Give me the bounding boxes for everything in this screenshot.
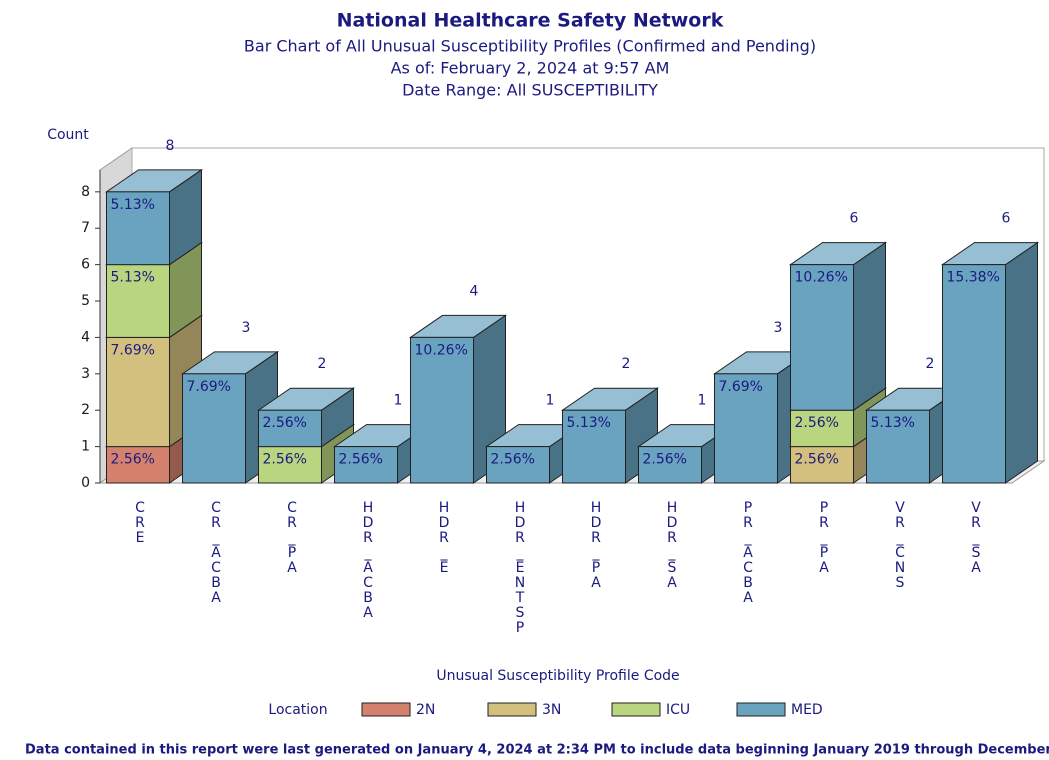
- x-tick-label: H D R _ E: [439, 500, 450, 576]
- value-label: 2.56%: [263, 452, 307, 468]
- bar: [258, 409, 322, 448]
- value-label: 2.56%: [795, 452, 839, 468]
- y-tick-label: 6: [81, 257, 90, 273]
- value-label: 15.38%: [947, 270, 1000, 286]
- bar: [790, 446, 854, 484]
- value-label: 2.56%: [263, 415, 307, 431]
- total-label: 6: [850, 211, 859, 227]
- x-tick-label: C R _ P A: [287, 500, 297, 576]
- bar: [182, 373, 246, 484]
- value-label: 5.13%: [111, 270, 155, 286]
- bar: [106, 336, 170, 448]
- value-label: 7.69%: [187, 379, 231, 395]
- bar: [410, 336, 474, 484]
- total-label: 2: [926, 356, 935, 372]
- bar: [866, 409, 930, 484]
- subtitle: Bar Chart of All Unusual Susceptibility …: [244, 37, 816, 56]
- bar: [486, 446, 550, 484]
- legend-label: 2N: [416, 702, 435, 718]
- footer: Data contained in this report were last …: [25, 743, 1049, 758]
- subtitle: Date Range: All SUSCEPTIBILITY: [402, 81, 658, 100]
- x-tick-label: H D R _ E N T S P: [515, 500, 526, 636]
- y-axis-label: Count: [47, 127, 89, 143]
- x-tick-label: P R _ P A: [819, 500, 829, 576]
- bar: [942, 264, 1006, 484]
- x-tick-label: P R _ A C B A: [743, 500, 753, 606]
- total-label: 6: [1002, 211, 1011, 227]
- total-label: 3: [242, 320, 251, 336]
- bar: [106, 446, 170, 484]
- legend-swatch: [361, 702, 411, 717]
- y-tick-label: 0: [81, 475, 90, 491]
- y-tick-label: 8: [81, 184, 90, 200]
- x-tick-label: V R _ S A: [971, 500, 981, 576]
- total-label: 2: [318, 356, 327, 372]
- bar: [714, 373, 778, 484]
- value-label: 2.56%: [643, 452, 687, 468]
- subtitle: As of: February 2, 2024 at 9:57 AM: [391, 59, 670, 78]
- bar: [334, 446, 398, 484]
- total-label: 1: [546, 393, 555, 409]
- legend-label: 3N: [542, 702, 561, 718]
- y-tick-label: 4: [81, 329, 90, 345]
- x-tick-label: V R _ C N S: [895, 500, 905, 591]
- chart-title: National Healthcare Safety Network: [337, 10, 724, 32]
- x-tick-label: H D R _ P A: [591, 500, 602, 591]
- total-label: 1: [698, 393, 707, 409]
- x-tick-label: H D R _ S A: [667, 500, 678, 591]
- value-label: 5.13%: [567, 415, 611, 431]
- bar: [106, 191, 170, 266]
- total-label: 3: [774, 320, 783, 336]
- value-label: 7.69%: [111, 342, 155, 358]
- bar: [790, 409, 854, 448]
- total-label: 8: [166, 138, 175, 154]
- value-label: 5.13%: [871, 415, 915, 431]
- x-axis-label: Unusual Susceptibility Profile Code: [436, 668, 679, 684]
- value-label: 2.56%: [339, 452, 383, 468]
- legend-swatch: [611, 702, 661, 717]
- bar: [790, 264, 854, 411]
- legend-swatch: [736, 702, 786, 717]
- bar: [106, 264, 170, 338]
- y-tick-label: 7: [81, 220, 90, 236]
- y-tick-label: 2: [81, 402, 90, 418]
- value-label: 7.69%: [719, 379, 763, 395]
- x-tick-label: C R _ A C B A: [211, 500, 221, 606]
- bar-side: [1005, 241, 1038, 484]
- value-label: 10.26%: [415, 342, 468, 358]
- value-label: 10.26%: [795, 270, 848, 286]
- legend-label: MED: [791, 702, 823, 718]
- total-label: 4: [470, 283, 479, 299]
- y-tick-label: 5: [81, 293, 90, 309]
- x-tick-label: H D R _ A C B A: [363, 500, 374, 621]
- value-label: 5.13%: [111, 197, 155, 213]
- value-label: 2.56%: [111, 452, 155, 468]
- y-tick-label: 3: [81, 366, 90, 382]
- bar: [562, 409, 626, 484]
- value-label: 2.56%: [491, 452, 535, 468]
- legend-label: ICU: [666, 702, 690, 718]
- bar-side: [853, 241, 886, 412]
- bar: [638, 446, 702, 484]
- total-label: 1: [394, 393, 403, 409]
- value-label: 2.56%: [795, 415, 839, 431]
- y-tick-label: 1: [81, 439, 90, 455]
- legend-swatch: [487, 702, 537, 717]
- total-label: 2: [622, 356, 631, 372]
- legend-title: Location: [268, 702, 327, 718]
